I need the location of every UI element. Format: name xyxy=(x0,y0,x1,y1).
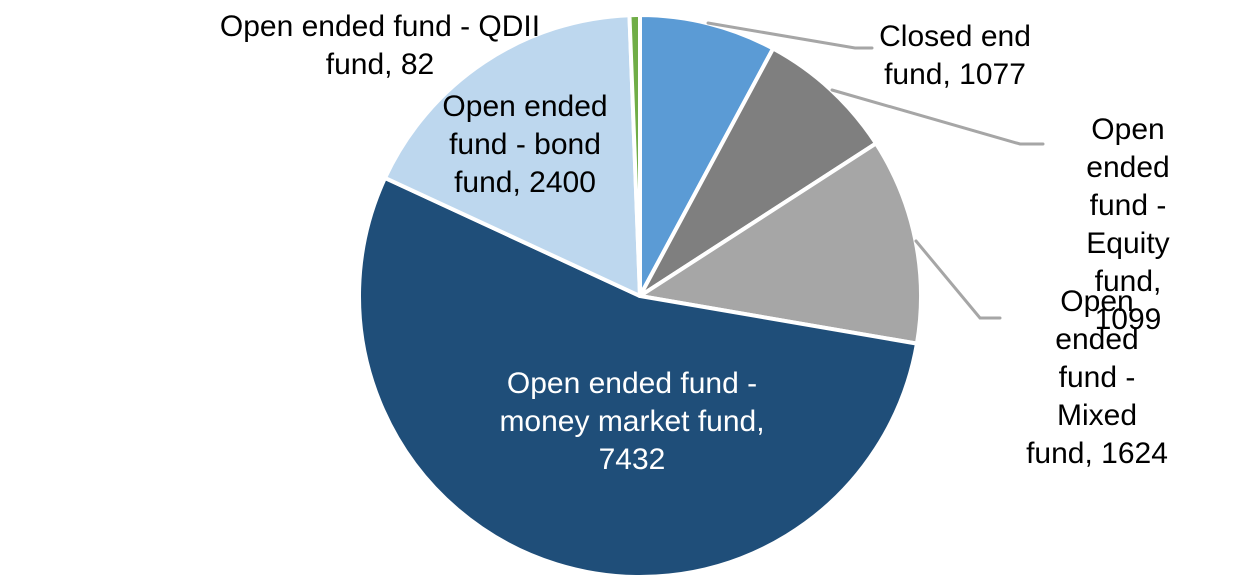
pie-slice-mixed-fund[interactable] xyxy=(638,141,923,346)
data-label-money-market-fund: Open ended fund - money market fund, 743… xyxy=(499,367,765,476)
pie-slice-money-market-fund[interactable] xyxy=(357,175,919,579)
pie-slice-equity-fund[interactable] xyxy=(638,46,878,298)
pie-slice-qdii-fund[interactable] xyxy=(627,13,642,298)
leader-line-equity-fund xyxy=(830,88,1045,146)
data-label-equity-fund: Open ended fund - Equity fund, 1099 xyxy=(1086,113,1170,336)
leader-line-mixed-fund xyxy=(914,239,1002,320)
data-label-closed-end-fund: Closed end fund, 1077 xyxy=(879,20,1031,91)
data-label-qdii-fund: Open ended fund - QDII fund, 82 xyxy=(219,10,541,81)
data-label-bond-fund: Open ended fund - bond fund, 2400 xyxy=(442,90,608,199)
data-label-mixed-fund: Open ended fund - Mixed fund, 1624 xyxy=(1026,285,1168,470)
leader-line-closed-end-fund xyxy=(706,21,874,50)
pie-slice-bond-fund[interactable] xyxy=(383,13,642,298)
